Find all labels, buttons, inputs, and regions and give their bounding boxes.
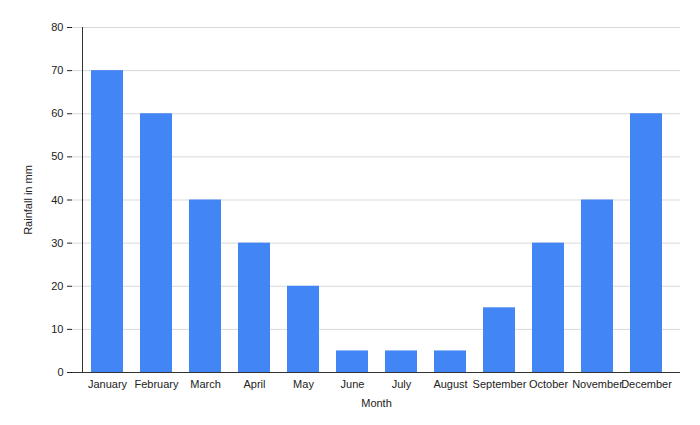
- svg-text:30: 30: [51, 237, 63, 249]
- svg-text:60: 60: [51, 107, 63, 119]
- svg-text:October: October: [529, 378, 568, 390]
- svg-text:July: July: [392, 378, 412, 390]
- svg-text:50: 50: [51, 150, 63, 162]
- svg-text:January: January: [88, 378, 128, 390]
- svg-text:February: February: [134, 378, 179, 390]
- svg-text:August: August: [433, 378, 467, 390]
- svg-text:Rainfall in mm: Rainfall in mm: [22, 165, 34, 235]
- svg-text:70: 70: [51, 64, 63, 76]
- svg-text:10: 10: [51, 323, 63, 335]
- svg-text:November: November: [572, 378, 623, 390]
- svg-text:June: June: [341, 378, 365, 390]
- svg-text:May: May: [293, 378, 314, 390]
- svg-text:March: March: [190, 378, 221, 390]
- svg-text:September: September: [473, 378, 527, 390]
- svg-text:December: December: [621, 378, 672, 390]
- svg-text:20: 20: [51, 280, 63, 292]
- svg-text:0: 0: [57, 366, 63, 378]
- svg-text:80: 80: [51, 21, 63, 33]
- svg-text:April: April: [243, 378, 265, 390]
- svg-text:Month: Month: [361, 397, 392, 409]
- svg-text:40: 40: [51, 194, 63, 206]
